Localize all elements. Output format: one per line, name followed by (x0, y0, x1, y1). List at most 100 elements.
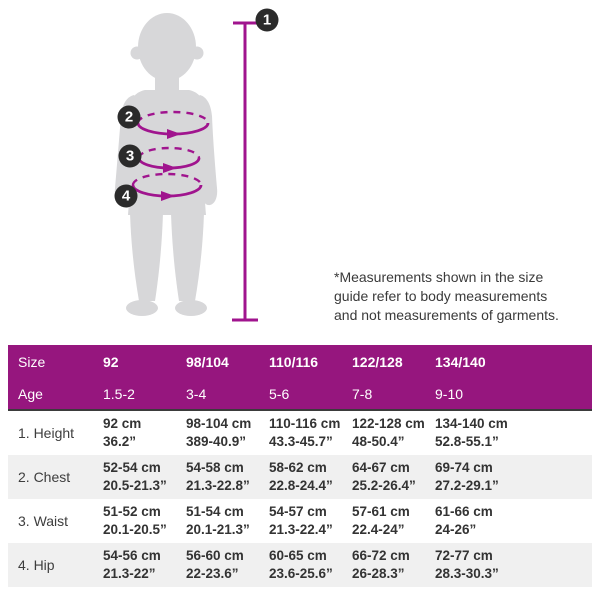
hip-arrow-icon (161, 191, 175, 201)
table-row-hip: 4. Hip 54-56 cm 21.3-22” 56-60 cm 22-23.… (8, 543, 592, 587)
cell-cm: 57-61 cm (352, 504, 410, 519)
figure-foot-left (126, 300, 158, 316)
table-cell: 69-74 cm 27.2-29.1” (435, 459, 592, 495)
cell-cm: 54-58 cm (186, 460, 244, 475)
measurement-diagram: 1 2 3 4 (114, 8, 279, 322)
table-cell: 66-72 cm 26-28.3” (352, 547, 435, 583)
header-size-label: Size (18, 354, 46, 370)
table-row-height: 1. Height 92 cm 36.2” 98-104 cm 389-40.9… (8, 411, 592, 455)
cell-inch: 52.8-55.1” (435, 434, 499, 449)
note-line-2: guide refer to body measurements (334, 288, 548, 304)
chest-ellipse-back-dashed (136, 110, 210, 124)
marker-2-circle (117, 105, 141, 129)
marker-3-number: 3 (126, 148, 134, 165)
header-age-value: 9-10 (435, 385, 464, 402)
table-cell: 72-77 cm 28.3-30.3” (435, 547, 592, 583)
table-cell: 64-67 cm 25.2-26.4” (352, 459, 435, 495)
marker-1-number: 1 (263, 12, 271, 29)
waist-arrow-icon (163, 163, 177, 173)
cell-cm: 66-72 cm (352, 548, 410, 563)
cell-inch: 25.2-26.4” (352, 478, 416, 493)
table-cell: 60-65 cm 23.6-25.6” (269, 547, 352, 583)
cell-cm: 51-52 cm (103, 504, 161, 519)
cell-inch: 43.3-45.7” (269, 434, 333, 449)
cell-inch: 22.4-24” (352, 522, 405, 537)
table-cell: 51-52 cm 20.1-20.5” (103, 503, 186, 539)
table-cell: 98-104 cm 389-40.9” (186, 415, 269, 451)
cell-inch: 389-40.9” (186, 434, 247, 449)
cell-cm: 69-74 cm (435, 460, 493, 475)
cell-inch: 22.8-24.4” (269, 478, 333, 493)
table-cell: 61-66 cm 24-26” (435, 503, 592, 539)
marker-1-circle (255, 8, 279, 32)
table-cell: 122-128 cm 48-50.4” (352, 415, 435, 451)
cell-cm: 134-140 cm (435, 416, 508, 431)
header-size-row: Size 92 98/104 110/116 122/128 134/140 (8, 345, 592, 378)
header-age-row: Age 1.5-2 3-4 5-6 7-8 9-10 (8, 378, 592, 409)
cell-inch: 24-26” (435, 522, 477, 537)
cell-inch: 28.3-30.3” (435, 566, 499, 581)
marker-3-waist: 3 (118, 144, 142, 168)
table-cell: 54-58 cm 21.3-22.8” (186, 459, 269, 495)
cell-inch: 20.1-20.5” (103, 522, 167, 537)
cell-cm: 56-60 cm (186, 548, 244, 563)
cell-cm: 122-128 cm (352, 416, 425, 431)
cell-inch: 36.2” (103, 434, 137, 449)
header-size-value: 92 (103, 354, 119, 370)
marker-4-number: 4 (122, 188, 131, 205)
cell-cm: 61-66 cm (435, 504, 493, 519)
table-cell: 54-57 cm 21.3-22.4” (269, 503, 352, 539)
cell-inch: 20.5-21.3” (103, 478, 167, 493)
size-table-header: Size 92 98/104 110/116 122/128 134/140 A… (8, 345, 592, 411)
figure-foot-right (175, 300, 207, 316)
cell-inch: 20.1-21.3” (186, 522, 250, 537)
cell-cm: 60-65 cm (269, 548, 327, 563)
figure-ear-left (130, 46, 144, 60)
marker-4-hip: 4 (114, 184, 138, 208)
marker-2-number: 2 (125, 109, 133, 126)
table-cell: 52-54 cm 20.5-21.3” (103, 459, 186, 495)
figure-leg-left (130, 213, 163, 301)
cell-cm: 58-62 cm (269, 460, 327, 475)
table-cell: 51-54 cm 20.1-21.3” (186, 503, 269, 539)
cell-inch: 23.6-25.6” (269, 566, 333, 581)
marker-4-circle (114, 184, 138, 208)
cell-cm: 98-104 cm (186, 416, 252, 431)
cell-cm: 92 cm (103, 416, 142, 431)
header-size-value: 110/116 (269, 354, 319, 370)
header-size-value: 134/140 (435, 354, 486, 370)
figure-torso (128, 90, 206, 215)
row-label: 2. Chest (18, 469, 71, 485)
cell-cm: 54-56 cm (103, 548, 161, 563)
header-age-label: Age (18, 385, 43, 402)
header-size-value: 98/104 (186, 354, 229, 370)
cell-cm: 64-67 cm (352, 460, 410, 475)
header-age-value: 5-6 (269, 385, 290, 402)
cell-cm: 72-77 cm (435, 548, 493, 563)
measurement-note: *Measurements shown in the size guide re… (334, 268, 574, 325)
cell-inch: 21.3-22” (103, 566, 156, 581)
height-measure-line (232, 21, 259, 322)
row-label: 4. Hip (18, 557, 55, 573)
cell-cm: 54-57 cm (269, 504, 327, 519)
table-row-waist: 3. Waist 51-52 cm 20.1-20.5” 51-54 cm 20… (8, 499, 592, 543)
marker-2-chest: 2 (117, 105, 141, 129)
cell-cm: 110-116 cm (269, 416, 341, 431)
cell-inch: 22-23.6” (186, 566, 239, 581)
chest-girth-ellipse (136, 110, 210, 139)
table-cell: 110-116 cm 43.3-45.7” (269, 415, 352, 451)
diagram-markers: 1 2 3 4 (114, 8, 279, 208)
cell-inch: 48-50.4” (352, 434, 405, 449)
size-table: Size 92 98/104 110/116 122/128 134/140 A… (8, 345, 592, 587)
figure-ear-right (190, 46, 204, 60)
cell-inch: 21.3-22.8” (186, 478, 250, 493)
header-age-value: 1.5-2 (103, 385, 135, 402)
waist-ellipse-back-dashed (137, 146, 201, 159)
row-label: 3. Waist (18, 513, 69, 529)
table-cell: 54-56 cm 21.3-22” (103, 547, 186, 583)
table-cell: 56-60 cm 22-23.6” (186, 547, 269, 583)
cell-inch: 21.3-22.4” (269, 522, 333, 537)
cell-cm: 51-54 cm (186, 504, 244, 519)
note-line-1: *Measurements shown in the size (334, 269, 544, 285)
hip-girth-ellipse (131, 172, 203, 201)
